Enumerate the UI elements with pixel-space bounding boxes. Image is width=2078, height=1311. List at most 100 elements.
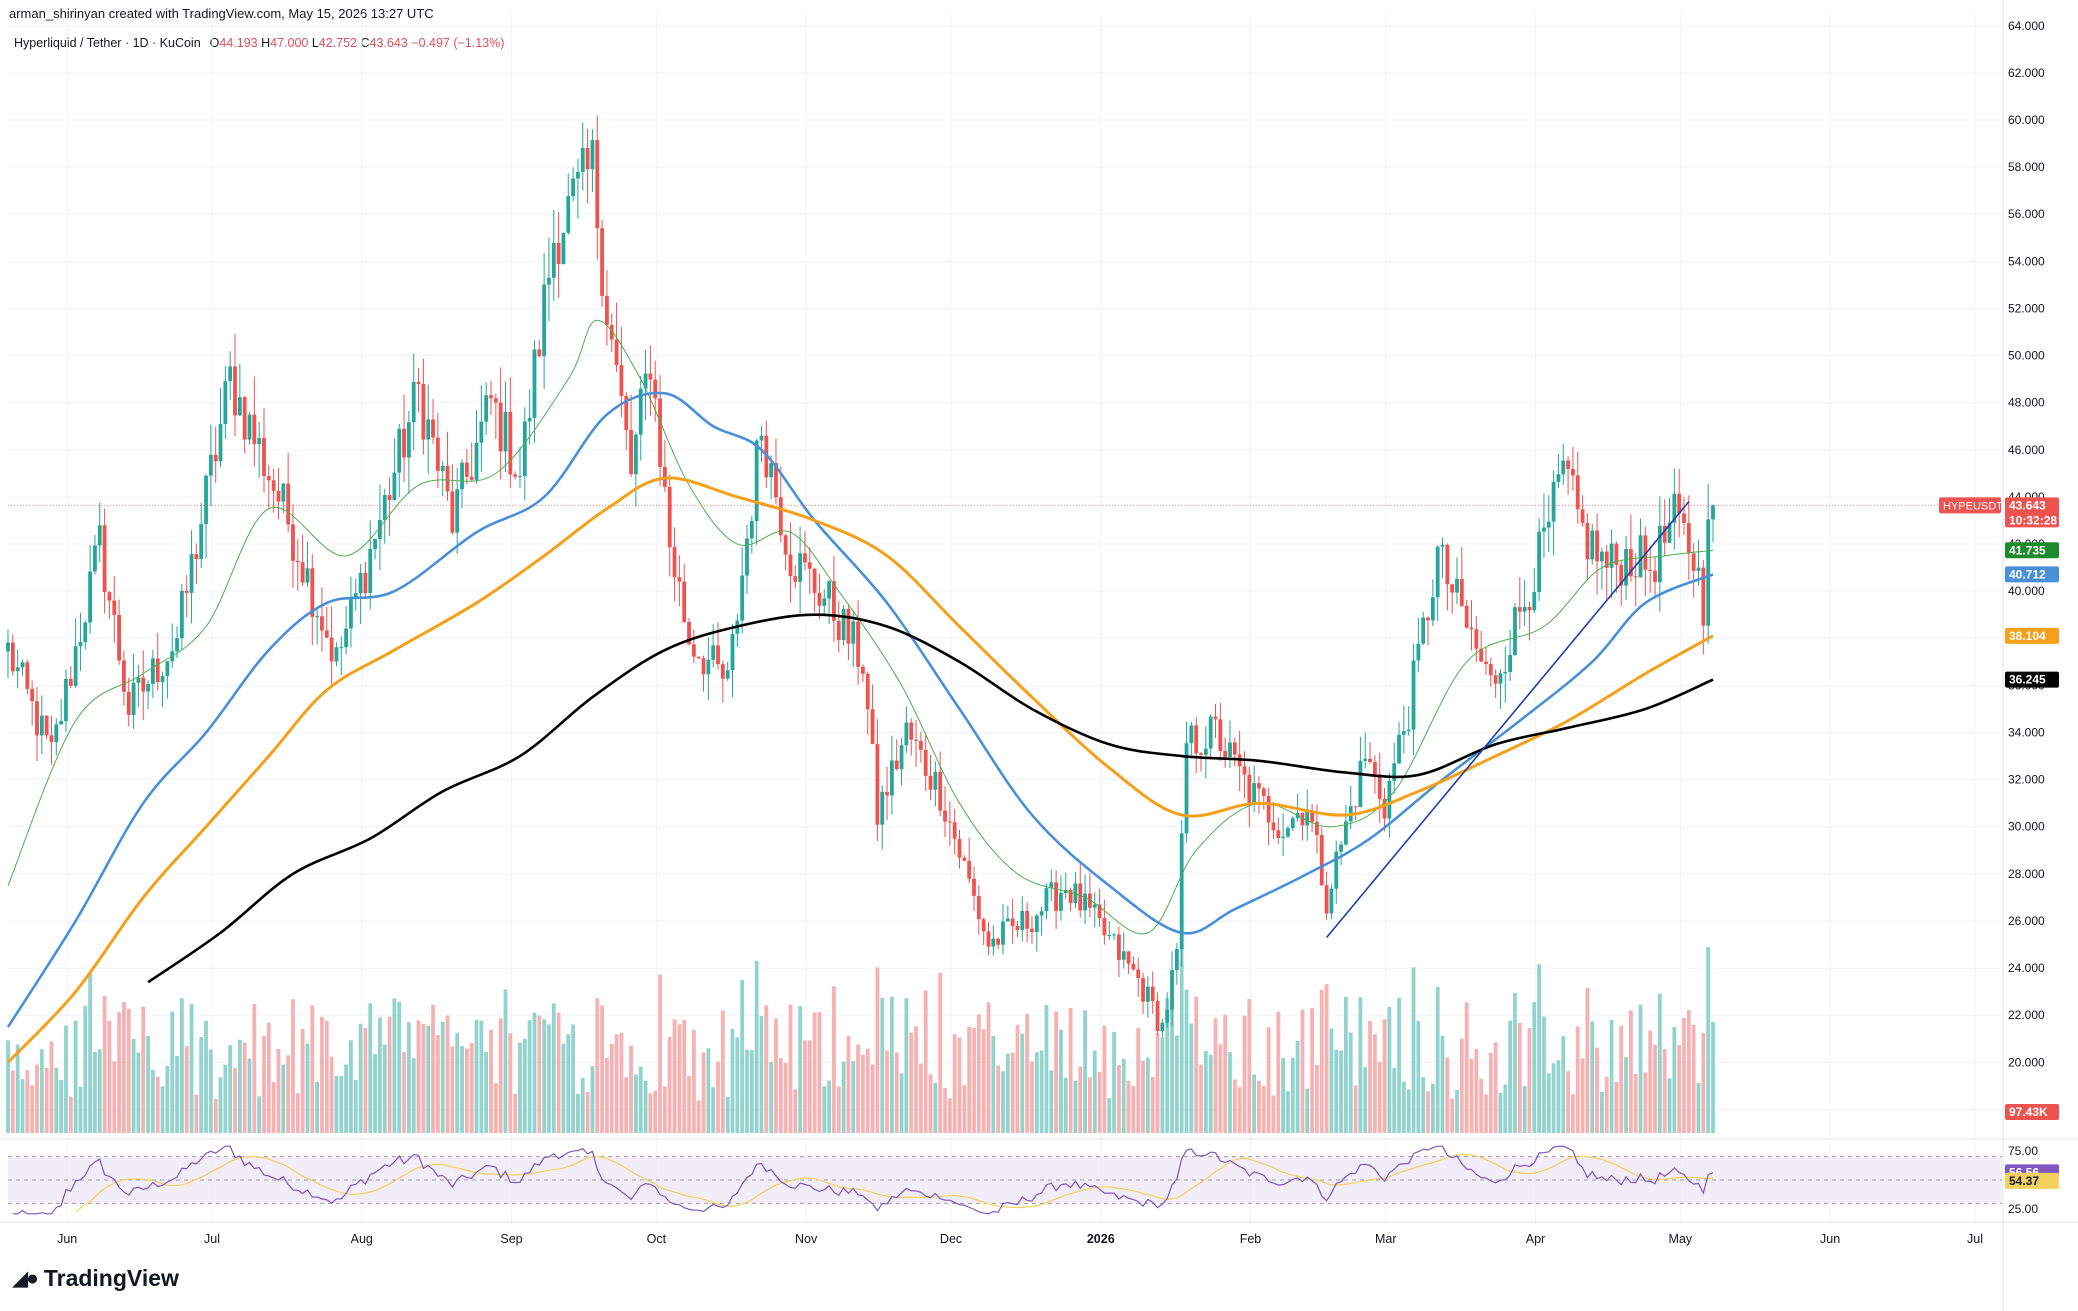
candle-body[interactable] bbox=[865, 673, 870, 710]
candle-body[interactable] bbox=[1479, 648, 1484, 662]
candle-body[interactable] bbox=[1638, 535, 1643, 578]
candle-body[interactable] bbox=[725, 670, 730, 679]
candle-body[interactable] bbox=[585, 147, 590, 170]
candle-body[interactable] bbox=[986, 931, 991, 947]
candle-body[interactable] bbox=[595, 140, 600, 229]
candle-body[interactable] bbox=[1286, 828, 1290, 837]
symbol-name[interactable]: Hyperliquid / Tether · 1D · KuCoin bbox=[14, 36, 201, 50]
candle-body[interactable] bbox=[1208, 716, 1213, 749]
candle-body[interactable] bbox=[914, 739, 918, 741]
candle-body[interactable] bbox=[547, 277, 551, 285]
candle-body[interactable] bbox=[300, 562, 305, 583]
candle-body[interactable] bbox=[1353, 806, 1358, 808]
candle-body[interactable] bbox=[1628, 548, 1633, 577]
candle-body[interactable] bbox=[339, 647, 344, 649]
candle-body[interactable] bbox=[39, 715, 44, 736]
candle-body[interactable] bbox=[349, 597, 353, 629]
candle-body[interactable] bbox=[918, 740, 923, 750]
candle-body[interactable] bbox=[976, 895, 981, 920]
candle-body[interactable] bbox=[281, 483, 286, 502]
candle-body[interactable] bbox=[1174, 949, 1179, 971]
candle-body[interactable] bbox=[1633, 576, 1638, 578]
candle-body[interactable] bbox=[93, 545, 97, 572]
candle-body[interactable] bbox=[1039, 911, 1044, 916]
candle-body[interactable] bbox=[720, 664, 725, 679]
candle-body[interactable] bbox=[237, 397, 242, 416]
candle-body[interactable] bbox=[1619, 564, 1624, 586]
candle-body[interactable] bbox=[1464, 605, 1469, 628]
candle-body[interactable] bbox=[1136, 969, 1141, 979]
candle-body[interactable] bbox=[445, 465, 450, 492]
candle-body[interactable] bbox=[126, 691, 131, 715]
candle-body[interactable] bbox=[266, 476, 271, 481]
candle-body[interactable] bbox=[397, 428, 402, 473]
candle-body[interactable] bbox=[981, 919, 986, 932]
candle-body[interactable] bbox=[1614, 543, 1619, 565]
candle-body[interactable] bbox=[455, 489, 460, 533]
candle-body[interactable] bbox=[208, 454, 213, 476]
candle-body[interactable] bbox=[223, 381, 228, 425]
candle-body[interactable] bbox=[614, 339, 619, 366]
candle-body[interactable] bbox=[518, 476, 522, 478]
candle-body[interactable] bbox=[807, 562, 812, 569]
candle-body[interactable] bbox=[870, 709, 875, 744]
candle-body[interactable] bbox=[1107, 935, 1112, 937]
candle-body[interactable] bbox=[406, 422, 411, 458]
candle-body[interactable] bbox=[638, 388, 643, 435]
candle-body[interactable] bbox=[1310, 810, 1314, 822]
candle-body[interactable] bbox=[1571, 468, 1575, 476]
candle-body[interactable] bbox=[1034, 915, 1039, 933]
candle-body[interactable] bbox=[1595, 530, 1599, 562]
candle-body[interactable] bbox=[537, 349, 542, 357]
candle-body[interactable] bbox=[1426, 617, 1430, 621]
candle-body[interactable] bbox=[1580, 509, 1585, 523]
candle-body[interactable] bbox=[1677, 493, 1682, 514]
candle-body[interactable] bbox=[972, 878, 976, 896]
candle-body[interactable] bbox=[431, 419, 435, 438]
candle-body[interactable] bbox=[938, 771, 943, 811]
time-axis[interactable]: Jun Jul Aug Sep Oct Nov Dec 2026 Feb Mar Apr May Jun… bbox=[57, 1232, 1983, 1246]
candle-body[interactable] bbox=[344, 628, 348, 648]
candle-body[interactable] bbox=[1083, 893, 1087, 911]
candle-body[interactable] bbox=[1271, 822, 1276, 831]
candle-body[interactable] bbox=[97, 525, 102, 546]
candle-body[interactable] bbox=[590, 140, 595, 170]
candle-body[interactable] bbox=[643, 373, 648, 389]
candle-body[interactable] bbox=[1102, 918, 1107, 936]
candle-body[interactable] bbox=[551, 242, 556, 278]
candle-body[interactable] bbox=[102, 525, 107, 593]
candle-body[interactable] bbox=[1556, 474, 1561, 482]
candle-body[interactable] bbox=[827, 581, 831, 599]
candle-body[interactable] bbox=[213, 454, 218, 462]
candle-body[interactable] bbox=[812, 568, 817, 593]
candle-body[interactable] bbox=[1392, 763, 1397, 781]
candle-body[interactable] bbox=[44, 715, 49, 736]
candle-body[interactable] bbox=[59, 720, 64, 725]
candle-body[interactable] bbox=[112, 600, 117, 615]
candle-body[interactable] bbox=[527, 417, 532, 422]
candle-body[interactable] bbox=[1585, 522, 1590, 560]
candle-body[interactable] bbox=[392, 472, 397, 501]
candle-body[interactable] bbox=[894, 760, 899, 770]
candle-body[interactable] bbox=[658, 398, 662, 467]
candle-body[interactable] bbox=[479, 421, 484, 443]
candle-body[interactable] bbox=[49, 735, 54, 743]
candle-body[interactable] bbox=[1643, 535, 1648, 570]
candle-body[interactable] bbox=[6, 642, 10, 652]
candle-body[interactable] bbox=[774, 463, 778, 498]
candle-body[interactable] bbox=[320, 616, 324, 631]
candle-body[interactable] bbox=[160, 675, 165, 683]
candle-body[interactable] bbox=[532, 349, 537, 418]
candle-body[interactable] bbox=[875, 743, 880, 825]
candle-body[interactable] bbox=[1459, 578, 1464, 606]
candle-body[interactable] bbox=[25, 662, 30, 689]
candle-body[interactable] bbox=[1575, 475, 1580, 510]
candle-body[interactable] bbox=[271, 480, 276, 491]
candle-body[interactable] bbox=[706, 659, 711, 675]
candle-body[interactable] bbox=[1440, 544, 1445, 547]
candle-body[interactable] bbox=[1005, 918, 1010, 922]
candle-body[interactable] bbox=[151, 658, 155, 685]
candle-body[interactable] bbox=[513, 474, 518, 477]
candle-body[interactable] bbox=[759, 435, 764, 441]
